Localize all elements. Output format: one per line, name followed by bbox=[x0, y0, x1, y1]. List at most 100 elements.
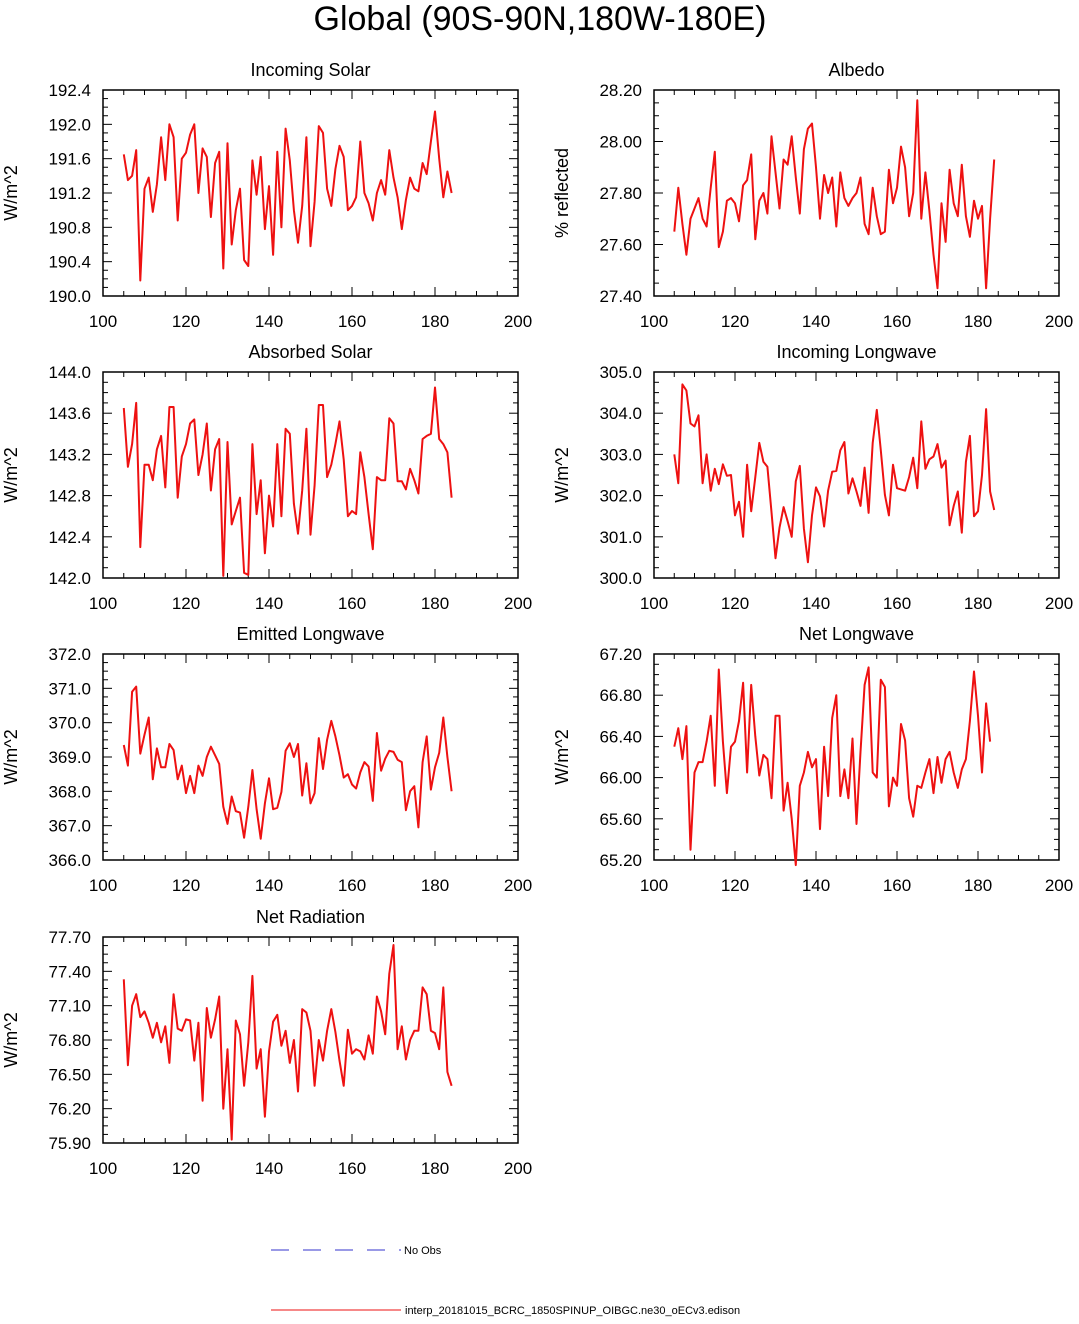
x-tick-label: 160 bbox=[338, 1159, 366, 1178]
panel-title: Albedo bbox=[828, 60, 884, 80]
y-tick-label: 143.2 bbox=[48, 445, 91, 464]
y-tick-label: 27.40 bbox=[599, 287, 642, 306]
x-tick-label: 120 bbox=[721, 312, 749, 331]
x-tick-label: 100 bbox=[640, 876, 668, 895]
y-tick-label: 142.0 bbox=[48, 569, 91, 588]
panel-title: Incoming Longwave bbox=[776, 342, 936, 362]
y-tick-label: 190.4 bbox=[48, 253, 91, 272]
panel-title: Absorbed Solar bbox=[248, 342, 372, 362]
series-line-model bbox=[673, 666, 992, 867]
x-tick-label: 120 bbox=[721, 594, 749, 613]
y-tick-label: 77.40 bbox=[48, 962, 91, 981]
y-tick-label: 67.20 bbox=[599, 645, 642, 664]
x-tick-label: 160 bbox=[338, 312, 366, 331]
x-tick-label: 120 bbox=[721, 876, 749, 895]
y-tick-label: 28.00 bbox=[599, 133, 642, 152]
x-tick-label: 140 bbox=[802, 876, 830, 895]
x-tick-label: 160 bbox=[883, 312, 911, 331]
y-tick-label: 75.90 bbox=[48, 1134, 91, 1153]
y-tick-label: 305.0 bbox=[599, 363, 642, 382]
y-tick-label: 369.0 bbox=[48, 748, 91, 767]
plot-frame bbox=[102, 653, 519, 861]
x-tick-label: 160 bbox=[883, 876, 911, 895]
panel-incoming-solar: Incoming Solar 100 120 140 160 180 200 190.0 190… bbox=[1, 60, 532, 331]
x-tick-label: 120 bbox=[172, 594, 200, 613]
y-tick-label: 303.0 bbox=[599, 445, 642, 464]
series-line-model bbox=[122, 685, 453, 840]
x-tick-label: 200 bbox=[1045, 876, 1073, 895]
x-tick-label: 200 bbox=[504, 594, 532, 613]
figure-title: Global (90S-90N,180W-180E) bbox=[314, 0, 767, 38]
x-tick-label: 140 bbox=[255, 876, 283, 895]
x-tick-label: 200 bbox=[1045, 312, 1073, 331]
panel-title: Incoming Solar bbox=[250, 60, 370, 80]
x-tick-label: 160 bbox=[883, 594, 911, 613]
y-tick-label: 368.0 bbox=[48, 782, 91, 801]
y-tick-label: 190.0 bbox=[48, 287, 91, 306]
x-tick-label: 180 bbox=[964, 876, 992, 895]
x-tick-label: 180 bbox=[964, 312, 992, 331]
y-tick-label: 371.0 bbox=[48, 679, 91, 698]
x-tick-label: 180 bbox=[964, 594, 992, 613]
panel-title: Emitted Longwave bbox=[236, 624, 384, 644]
x-tick-label: 140 bbox=[802, 312, 830, 331]
y-axis-label: W/m^2 bbox=[552, 447, 572, 502]
series-line-model bbox=[122, 944, 453, 1141]
y-axis-label: W/m^2 bbox=[1, 447, 21, 502]
y-tick-label: 372.0 bbox=[48, 645, 91, 664]
x-tick-label: 100 bbox=[89, 594, 117, 613]
y-tick-label: 76.50 bbox=[48, 1065, 91, 1084]
y-tick-label: 144.0 bbox=[48, 363, 91, 382]
y-tick-label: 192.0 bbox=[48, 115, 91, 134]
y-tick-label: 27.60 bbox=[599, 236, 642, 255]
y-axis-label: W/m^2 bbox=[552, 729, 572, 784]
legend-label-no-obs: No Obs bbox=[404, 1245, 442, 1257]
x-tick-label: 180 bbox=[421, 876, 449, 895]
legend-label-model: interp_20181015_BCRC_1850SPINUP_OIBGC.ne… bbox=[405, 1305, 740, 1317]
y-tick-label: 192.4 bbox=[48, 81, 91, 100]
panel-title: Net Radiation bbox=[256, 907, 365, 927]
y-tick-label: 190.8 bbox=[48, 218, 91, 237]
y-tick-label: 76.80 bbox=[48, 1031, 91, 1050]
panel-absorbed-solar: Absorbed Solar 100 120 140 160 180 200 142.0 142… bbox=[1, 342, 532, 613]
plot-frame bbox=[653, 653, 1060, 861]
x-tick-label: 200 bbox=[504, 876, 532, 895]
y-tick-label: 301.0 bbox=[599, 528, 642, 547]
panel-incoming-longwave: Incoming Longwave 100 120 140 160 180 200 300.0… bbox=[552, 342, 1073, 613]
x-tick-label: 200 bbox=[1045, 594, 1073, 613]
series-line-model bbox=[673, 99, 996, 290]
legend: No Obs interp_20181015_BCRC_1850SPINUP_O… bbox=[271, 1245, 740, 1317]
x-tick-label: 100 bbox=[89, 876, 117, 895]
y-axis-label: W/m^2 bbox=[1, 729, 21, 784]
y-axis-label: % reflected bbox=[552, 148, 572, 238]
x-tick-label: 180 bbox=[421, 1159, 449, 1178]
plot-frame bbox=[653, 371, 1060, 579]
x-tick-label: 140 bbox=[255, 312, 283, 331]
series-line-model bbox=[122, 110, 453, 282]
x-tick-label: 200 bbox=[504, 1159, 532, 1178]
series-line-model bbox=[673, 383, 996, 564]
y-tick-label: 28.20 bbox=[599, 81, 642, 100]
x-tick-label: 120 bbox=[172, 1159, 200, 1178]
x-tick-label: 100 bbox=[89, 1159, 117, 1178]
panel-title: Net Longwave bbox=[799, 624, 914, 644]
x-tick-label: 140 bbox=[255, 594, 283, 613]
x-tick-label: 180 bbox=[421, 594, 449, 613]
x-tick-label: 180 bbox=[421, 312, 449, 331]
y-tick-label: 65.60 bbox=[599, 810, 642, 829]
x-tick-label: 200 bbox=[504, 312, 532, 331]
plot-frame bbox=[102, 89, 519, 297]
y-tick-label: 302.0 bbox=[599, 487, 642, 506]
y-tick-label: 27.80 bbox=[599, 184, 642, 203]
y-tick-label: 300.0 bbox=[599, 569, 642, 588]
y-tick-label: 191.6 bbox=[48, 150, 91, 169]
y-tick-label: 66.80 bbox=[599, 686, 642, 705]
y-tick-label: 77.70 bbox=[48, 928, 91, 947]
y-tick-label: 65.20 bbox=[599, 851, 642, 870]
y-tick-label: 142.8 bbox=[48, 487, 91, 506]
x-tick-label: 100 bbox=[640, 594, 668, 613]
y-tick-label: 191.2 bbox=[48, 184, 91, 203]
x-tick-label: 100 bbox=[89, 312, 117, 331]
y-axis-label: W/m^2 bbox=[1, 165, 21, 220]
panel-albedo: Albedo 100 120 140 160 180 200 27.40 27.60 27.80 2… bbox=[552, 60, 1073, 331]
